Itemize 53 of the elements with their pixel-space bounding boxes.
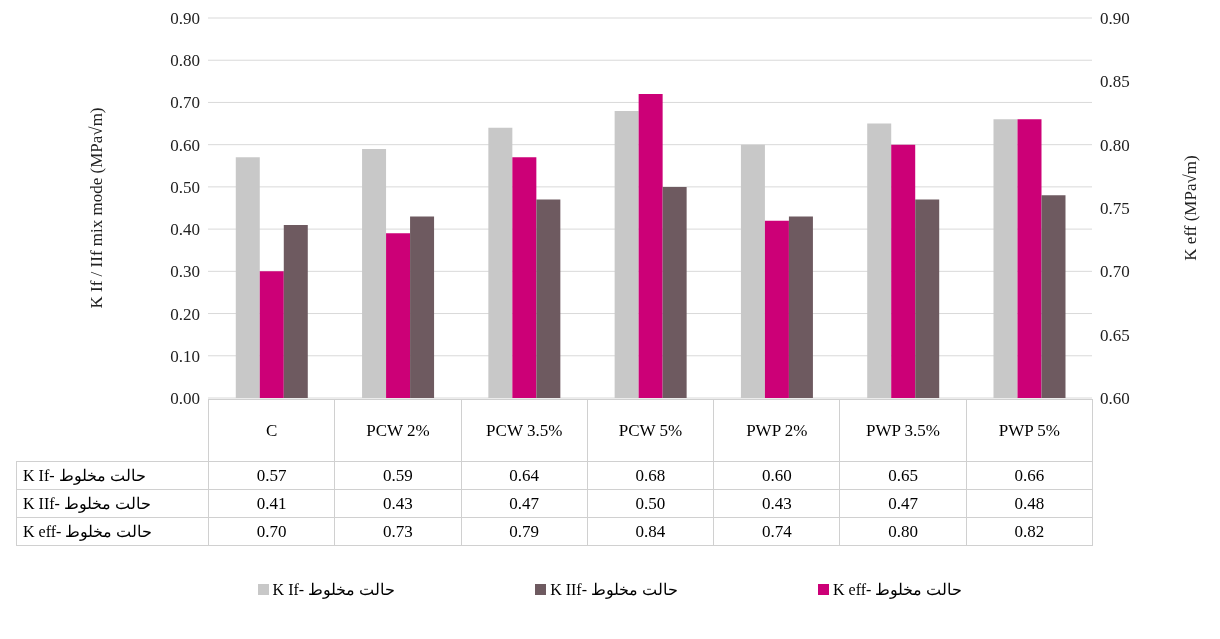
- legend-label: K If- حالت مخلوط: [272, 580, 396, 599]
- data-label: 0.47: [461, 489, 588, 518]
- x-tick-label: C: [208, 399, 335, 462]
- legend-label: K IIf- حالت مخلوط: [550, 580, 679, 599]
- data-label: 0.64: [461, 461, 588, 490]
- y2-tick-label: 0.90: [1100, 9, 1130, 29]
- y2-tick-label: 0.65: [1100, 325, 1130, 345]
- y-tick-label: 0.60: [170, 135, 200, 155]
- y-tick-label: 0.90: [170, 9, 200, 29]
- x-tick-label: PCW 5%: [587, 399, 714, 462]
- y-tick-label: 0.00: [170, 389, 200, 409]
- y2-tick-label: 0.80: [1100, 135, 1130, 155]
- y-axis-title: K If / IIf mix mode (MPa√m): [87, 107, 107, 309]
- text: K IIf- حالت مخلوط: [23, 495, 151, 512]
- y-tick-label: 0.50: [170, 177, 200, 197]
- text: K If- حالت مخلوط: [23, 467, 146, 484]
- y2-tick-label: 0.85: [1100, 72, 1130, 92]
- x-tick-label: PWP 5%: [966, 399, 1093, 462]
- data-label: 0.43: [334, 489, 462, 518]
- y2-axis-title: K eff (MPa√m): [1181, 155, 1201, 261]
- data-label: 0.74: [713, 517, 840, 546]
- x-tick-label: PCW 2%: [334, 399, 462, 462]
- y-tick-label: 0.40: [170, 220, 200, 240]
- data-label: 0.65: [839, 461, 967, 490]
- y-tick-label: 0.10: [170, 346, 200, 366]
- data-label: 0.43: [713, 489, 840, 518]
- text: K eff- حالت مخلوط: [23, 523, 153, 540]
- data-label: 0.66: [966, 461, 1093, 490]
- data-label: 0.48: [966, 489, 1093, 518]
- y2-tick-label: 0.75: [1100, 199, 1130, 219]
- data-label: 0.79: [461, 517, 588, 546]
- data-label: 0.70: [208, 517, 335, 546]
- data-label: 0.41: [208, 489, 335, 518]
- data-label: 0.50: [587, 489, 714, 518]
- data-label: 0.47: [839, 489, 967, 518]
- y-tick-label: 0.70: [170, 93, 200, 113]
- y-tick-label: 0.30: [170, 262, 200, 282]
- x-tick-label: PCW 3.5%: [461, 399, 588, 462]
- data-label: 0.60: [713, 461, 840, 490]
- data-label: 0.57: [208, 461, 335, 490]
- y-tick-label: 0.80: [170, 51, 200, 71]
- data-label: 0.68: [587, 461, 714, 490]
- x-tick-label: PWP 2%: [713, 399, 840, 462]
- y2-tick-label: 0.70: [1100, 262, 1130, 282]
- data-label: 0.80: [839, 517, 967, 546]
- data-label: 0.82: [966, 517, 1093, 546]
- y-tick-label: 0.20: [170, 304, 200, 324]
- x-tick-label: PWP 3.5%: [839, 399, 967, 462]
- legend-label: K eff- حالت مخلوط: [833, 580, 963, 599]
- y2-tick-label: 0.60: [1100, 389, 1130, 409]
- data-label: 0.73: [334, 517, 462, 546]
- data-label: 0.59: [334, 461, 462, 490]
- data-label: 0.84: [587, 517, 714, 546]
